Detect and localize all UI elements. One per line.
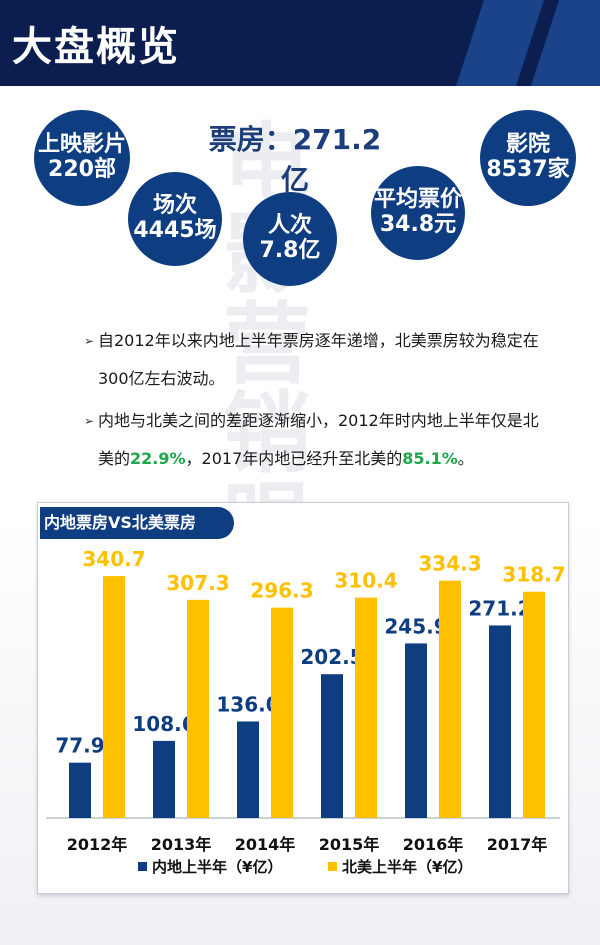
x-tick-label: 2017年 <box>487 835 548 854</box>
stat-value: 34.8元 <box>379 212 457 237</box>
data-label: 271.2 <box>468 596 531 620</box>
data-label: 245.9 <box>384 614 447 638</box>
chart-panel: 内地票房VS北美票房 77.9 340.7 2012年 108.6 307.3 2013年… <box>37 502 569 894</box>
bar-chart: 77.9 340.7 2012年 108.6 307.3 2013年 136.0 296.3 2… <box>46 547 566 876</box>
x-tick-label: 2012年 <box>67 835 128 854</box>
x-tick-label: 2016年 <box>403 835 464 854</box>
bar-mainland <box>69 762 91 818</box>
header-banner: 大盘概览 <box>0 0 600 86</box>
bar-north-america <box>271 607 293 818</box>
bar-north-america <box>355 597 377 818</box>
header-stripe <box>531 0 600 86</box>
bar-north-america <box>439 580 461 818</box>
page-title: 大盘概览 <box>12 24 180 70</box>
data-label: 108.6 <box>132 712 195 736</box>
stat-label: 平均票价 <box>373 187 462 213</box>
bullet-text: ，2017年内地已经升至北美的 <box>185 449 403 468</box>
bar-mainland <box>321 674 343 818</box>
box-office-headline: 票房：271.2亿 <box>208 123 382 196</box>
stat-screenings: 场次 4445场 <box>128 172 222 266</box>
stat-value: 4445场 <box>133 218 217 243</box>
pct-2017: 85.1% <box>402 449 458 468</box>
header-stripe <box>456 0 544 86</box>
bar-mainland <box>237 721 259 818</box>
data-label: 296.3 <box>250 579 313 603</box>
legend-swatch <box>138 862 147 871</box>
bullet-text: 内地与北美之间的差距逐渐缩小，2012年时内地上半年仅是北美的 <box>98 411 539 468</box>
bar-mainland <box>153 740 175 818</box>
legend-label: 北美上半年（¥亿） <box>342 858 472 876</box>
bullet-item: ➢ 内地与北美之间的差距逐渐缩小，2012年时内地上半年仅是北美的22.9%，2… <box>84 402 554 478</box>
data-label: 340.7 <box>82 547 145 571</box>
bullet-text: 。 <box>457 449 474 468</box>
stat-avg-price: 平均票价 34.8元 <box>371 166 465 260</box>
stat-label: 影院 <box>505 132 550 158</box>
stat-value: 8537家 <box>486 157 570 182</box>
bar-north-america <box>523 591 545 818</box>
data-label: 77.9 <box>55 734 104 758</box>
bar-mainland <box>405 643 427 818</box>
stat-admissions: 人次 7.8亿 <box>243 192 337 286</box>
data-label: 307.3 <box>166 571 229 595</box>
summary-bullets: ➢ 自2012年以来内地上半年票房逐年递增，北美票房较为稳定在300亿左右波动。… <box>84 322 554 478</box>
data-label: 310.4 <box>334 569 397 593</box>
stat-label: 场次 <box>152 193 197 219</box>
stat-cinemas: 影院 8537家 <box>480 110 576 206</box>
x-tick-label: 2015年 <box>319 835 380 854</box>
bar-north-america <box>103 576 125 818</box>
bar-north-america <box>187 599 209 818</box>
data-label: 334.3 <box>418 552 481 576</box>
x-tick-label: 2014年 <box>235 835 296 854</box>
data-label: 136.0 <box>216 692 279 716</box>
bullet-text: 自2012年以来内地上半年票房逐年递增，北美票房较为稳定在300亿左右波动。 <box>98 331 539 388</box>
stat-value: 220部 <box>48 157 116 182</box>
stat-value: 7.8亿 <box>259 238 321 263</box>
legend-label: 内地上半年（¥亿） <box>152 858 282 876</box>
data-label: 202.5 <box>300 645 363 669</box>
legend-swatch <box>328 862 337 871</box>
chart-title: 内地票房VS北美票房 <box>40 507 234 539</box>
stat-label: 人次 <box>267 213 312 239</box>
bullet-item: ➢ 自2012年以来内地上半年票房逐年递增，北美票房较为稳定在300亿左右波动。 <box>84 322 554 398</box>
arrow-bullet-icon: ➢ <box>84 334 95 348</box>
data-label: 318.7 <box>502 563 565 587</box>
bar-mainland <box>489 625 511 818</box>
stat-films: 上映影片 220部 <box>34 110 130 206</box>
pct-2012: 22.9% <box>130 449 186 468</box>
stat-label: 上映影片 <box>37 132 126 158</box>
x-tick-label: 2013年 <box>151 835 212 854</box>
arrow-bullet-icon: ➢ <box>84 414 95 428</box>
